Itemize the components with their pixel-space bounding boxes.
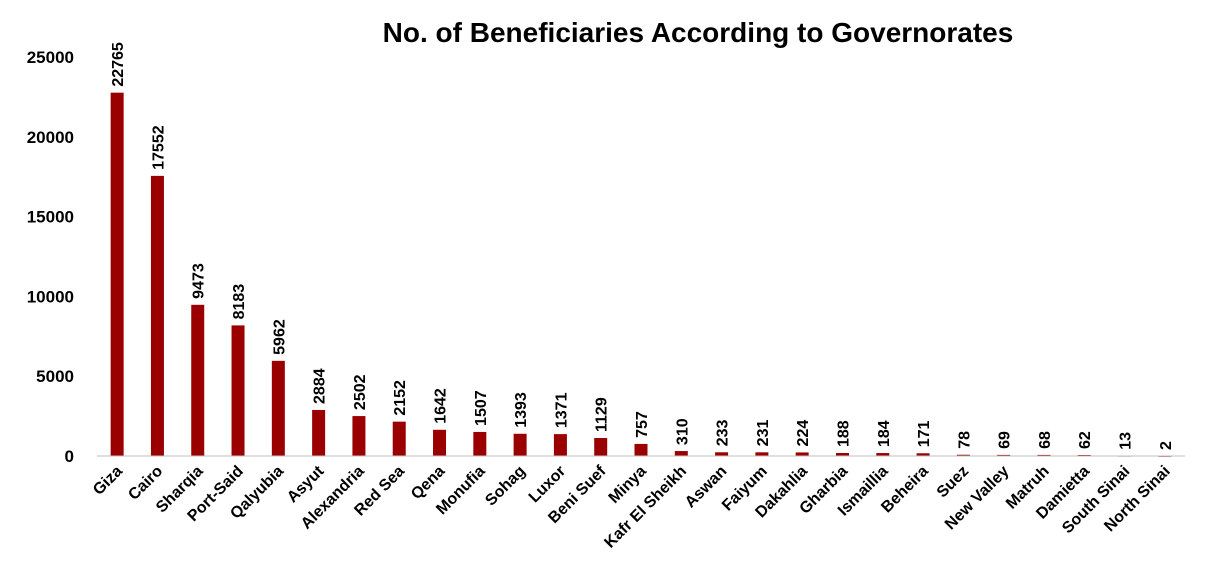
- bar: [594, 437, 608, 456]
- data-label: 2884: [312, 368, 329, 404]
- y-axis: 0 5000 10000 15000 20000 25000: [27, 48, 74, 466]
- data-label: 1507: [473, 390, 490, 426]
- bar: [271, 360, 285, 456]
- bar: [312, 409, 326, 456]
- bar: [674, 451, 688, 456]
- data-label: 310: [674, 418, 691, 445]
- data-label: 69: [997, 431, 1014, 449]
- bar: [231, 325, 245, 456]
- bar: [956, 454, 970, 456]
- data-label: 231: [755, 420, 772, 447]
- data-label: 184: [876, 420, 893, 447]
- bar: [150, 175, 164, 456]
- data-label: 2502: [352, 374, 369, 410]
- data-label: 188: [835, 420, 852, 447]
- bar: [473, 431, 487, 456]
- data-label: 2152: [392, 380, 409, 416]
- bar: [553, 434, 567, 456]
- y-tick-label: 20000: [27, 128, 74, 147]
- data-labels: 22765 17552 9473 8183 5962 2884 2502 2152 1642 15…: [110, 42, 1175, 450]
- bar: [110, 92, 124, 457]
- x-tick-label: Sohag: [482, 463, 529, 510]
- bar: [1037, 454, 1051, 456]
- bar: [634, 443, 648, 456]
- data-label: 8183: [231, 284, 248, 320]
- data-label: 68: [1037, 431, 1054, 449]
- bar: [352, 416, 366, 456]
- x-tick-label: Giza: [90, 463, 126, 499]
- data-label: 17552: [150, 125, 167, 170]
- bar: [513, 433, 527, 456]
- data-label: 757: [634, 411, 651, 438]
- bar: [997, 454, 1011, 456]
- data-label: 233: [715, 419, 732, 446]
- bar: [795, 452, 809, 456]
- bar: [755, 452, 769, 456]
- data-label: 9473: [191, 263, 208, 299]
- bar: [835, 452, 849, 456]
- bar: [715, 452, 729, 456]
- data-label: 13: [1118, 432, 1135, 450]
- y-tick-label: 5000: [36, 367, 74, 386]
- bar: [392, 421, 406, 456]
- y-tick-label: 0: [65, 447, 74, 466]
- y-tick-label: 25000: [27, 48, 74, 67]
- y-tick-label: 10000: [27, 287, 74, 306]
- data-label: 224: [795, 420, 812, 447]
- data-label: 22765: [110, 42, 127, 87]
- bars: [110, 92, 1172, 457]
- data-label: 1129: [594, 397, 611, 432]
- data-label: 1393: [513, 392, 530, 428]
- data-label: 1371: [553, 392, 570, 428]
- data-label: 62: [1077, 431, 1094, 449]
- bar: [916, 453, 930, 456]
- x-axis-labels: Giza CairoSharqiaPort-SaidQalyubiaAsyutAl…: [90, 462, 1174, 551]
- data-label: 1642: [433, 388, 450, 424]
- data-label: 78: [956, 431, 973, 449]
- bar: [191, 304, 205, 456]
- y-tick-label: 15000: [27, 208, 74, 227]
- bar: [876, 453, 890, 456]
- bar: [433, 429, 447, 456]
- data-label: 2: [1158, 441, 1175, 450]
- data-label: 171: [916, 420, 933, 447]
- chart-title: No. of Beneficiaries According to Govern…: [383, 17, 1014, 48]
- data-label: 5962: [271, 319, 288, 355]
